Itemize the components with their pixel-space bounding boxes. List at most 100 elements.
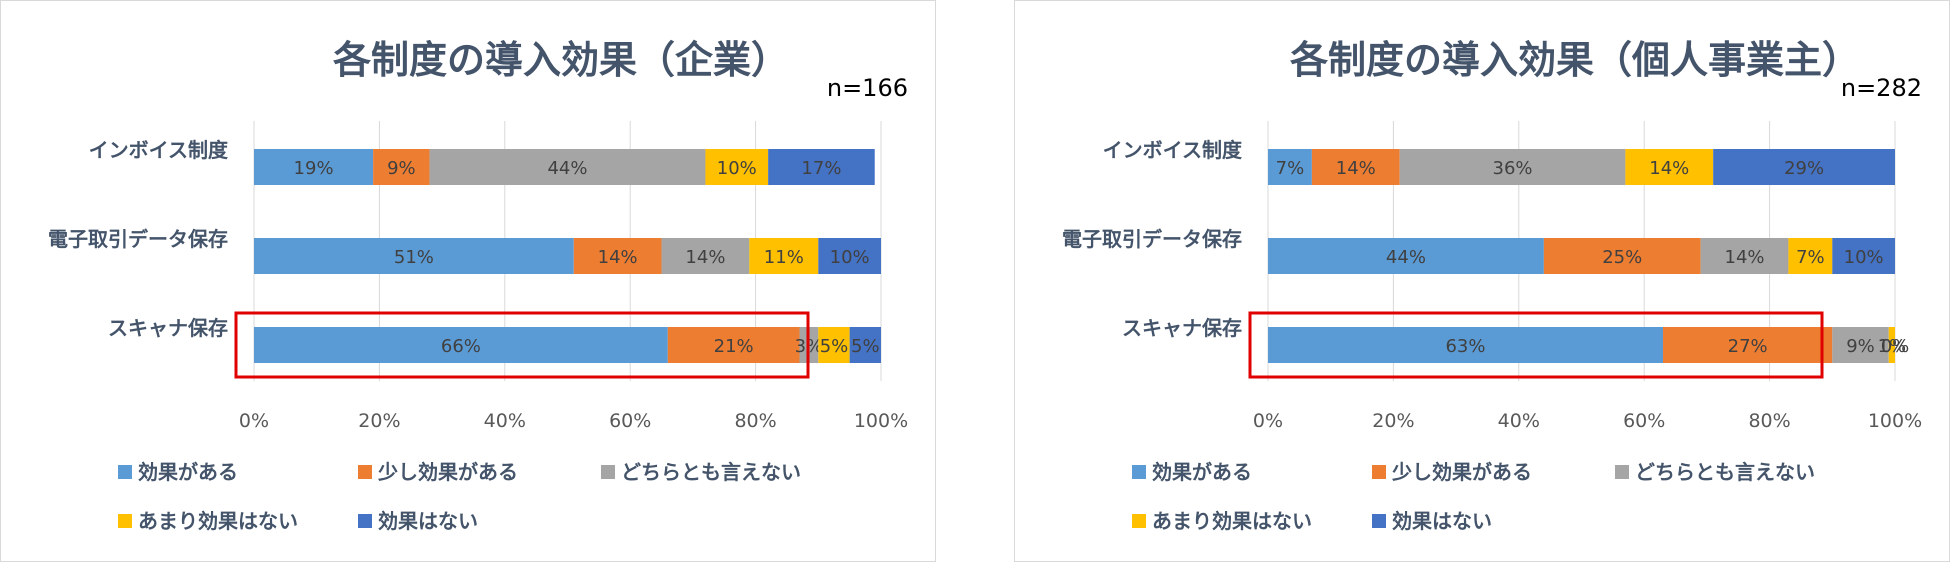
bar-segment [749, 238, 819, 274]
legend-swatch [1372, 514, 1386, 528]
bar-segment [1399, 149, 1626, 185]
legend-swatch [118, 465, 132, 479]
data-label: 5% [820, 336, 849, 357]
bar-segment [573, 238, 662, 274]
x-tick-label: 100% [854, 410, 908, 432]
data-label: 1% [1878, 336, 1907, 357]
legend-swatch [1615, 465, 1629, 479]
data-label: 51% [394, 247, 434, 268]
bar-segment [1713, 149, 1895, 185]
sample-size: n=282 [1841, 74, 1922, 102]
data-label: 0% [1881, 336, 1910, 357]
chart-panel-sole-proprietor: 各制度の導入効果（個人事業主） n=282 0% 20% 40% 60% 80% 100% イン… [1014, 0, 1950, 562]
data-label: 63% [1445, 336, 1485, 357]
bar-segment [1268, 327, 1664, 363]
legend-label: 効果がある [138, 460, 238, 484]
bar-segment [849, 327, 881, 363]
x-tick-label: 20% [1372, 410, 1414, 432]
x-tick-label: 60% [1623, 410, 1665, 432]
bar-segment [429, 149, 706, 185]
data-label: 66% [441, 336, 481, 357]
data-label: 44% [1386, 247, 1426, 268]
bar-segment [373, 149, 430, 185]
data-label: 29% [1784, 158, 1824, 179]
data-label: 9% [1846, 336, 1875, 357]
legend-label: あまり効果はない [138, 509, 298, 533]
category-label: スキャナ保存 [108, 316, 228, 340]
legend-swatch [118, 514, 132, 528]
x-tick-label: 40% [484, 410, 526, 432]
x-tick-label: 0% [1253, 410, 1283, 432]
x-tick-label: 100% [1868, 410, 1922, 432]
highlight-box [234, 311, 810, 379]
data-label: 14% [1725, 247, 1765, 268]
bar-segment [1700, 238, 1789, 274]
category-label: 電子取引データ保存 [1062, 227, 1242, 251]
bar-segment [1625, 149, 1714, 185]
sample-size: n=166 [827, 74, 908, 102]
data-label: 5% [851, 336, 880, 357]
data-label: 14% [1649, 158, 1689, 179]
legend-label: 少し効果がある [1391, 460, 1532, 484]
data-label: 14% [1336, 158, 1376, 179]
legend-swatch [1132, 465, 1146, 479]
bar-segment [1268, 238, 1544, 274]
data-label: 21% [714, 336, 754, 357]
bar-segment [818, 238, 881, 274]
data-label: 7% [1276, 158, 1305, 179]
data-label: 10% [1844, 247, 1884, 268]
bar-segment [254, 327, 668, 363]
data-label: 19% [294, 158, 334, 179]
x-tick-label: 80% [1748, 410, 1790, 432]
bar-segment [661, 238, 750, 274]
bar-segment [1543, 238, 1701, 274]
chart-title: 各制度の導入効果（個人事業主） [1290, 38, 1860, 82]
bar-segment [1832, 238, 1895, 274]
category-label: スキャナ保存 [1122, 316, 1242, 340]
legend-label: 効果がある [1152, 460, 1252, 484]
chart-svg-corporate: 各制度の導入効果（企業） n=166 0% 20% 40% 60% 80% 100% インボイス… [48, 38, 908, 533]
legend-label: 少し効果がある [377, 460, 518, 484]
data-label: 10% [717, 158, 757, 179]
legend-swatch [1372, 465, 1386, 479]
bar-segment [254, 149, 374, 185]
x-tick-label: 80% [734, 410, 776, 432]
highlight-box [1248, 311, 1824, 379]
legend-label: どちらとも言えない [621, 460, 801, 484]
data-label: 9% [387, 158, 416, 179]
legend-label: あまり効果はない [1152, 509, 1312, 533]
data-label: 44% [547, 158, 587, 179]
legend-label: どちらとも言えない [1635, 460, 1815, 484]
category-label: インボイス制度 [89, 138, 229, 162]
chart-panel-corporate: 各制度の導入効果（企業） n=166 0% 20% 40% 60% 80% 100% インボイス… [0, 0, 936, 562]
data-label: 36% [1493, 158, 1533, 179]
legend-swatch [1132, 514, 1146, 528]
data-label: 27% [1728, 336, 1768, 357]
legend-swatch [358, 514, 372, 528]
chart-svg-sole-proprietor: 各制度の導入効果（個人事業主）n=282 0% 20% 40% 60% 80% 100% イン… [1062, 38, 1922, 533]
bar-segment [1268, 149, 1312, 185]
bar-segment [667, 327, 800, 363]
x-tick-label: 20% [358, 410, 400, 432]
bar-segment [705, 149, 769, 185]
data-label: 14% [598, 247, 638, 268]
data-label: 7% [1796, 247, 1825, 268]
legend-swatch [601, 465, 615, 479]
data-label: 25% [1602, 247, 1642, 268]
bar-segment [1311, 149, 1400, 185]
data-label: 10% [830, 247, 870, 268]
data-label: 14% [685, 247, 725, 268]
x-tick-label: 0% [239, 410, 269, 432]
legend-label: 効果はない [1392, 509, 1492, 533]
legend-swatch [358, 465, 372, 479]
x-tick-label: 40% [1498, 410, 1540, 432]
bar-segment [254, 238, 574, 274]
bar-segment [1788, 238, 1833, 274]
x-tick-label: 60% [609, 410, 651, 432]
bar-segment [768, 149, 875, 185]
category-label: インボイス制度 [1103, 138, 1243, 162]
chart-title: 各制度の導入効果（企業） [333, 38, 789, 82]
category-label: 電子取引データ保存 [48, 227, 228, 251]
bar-segment [1663, 327, 1833, 363]
bar-segment [1832, 327, 1889, 363]
